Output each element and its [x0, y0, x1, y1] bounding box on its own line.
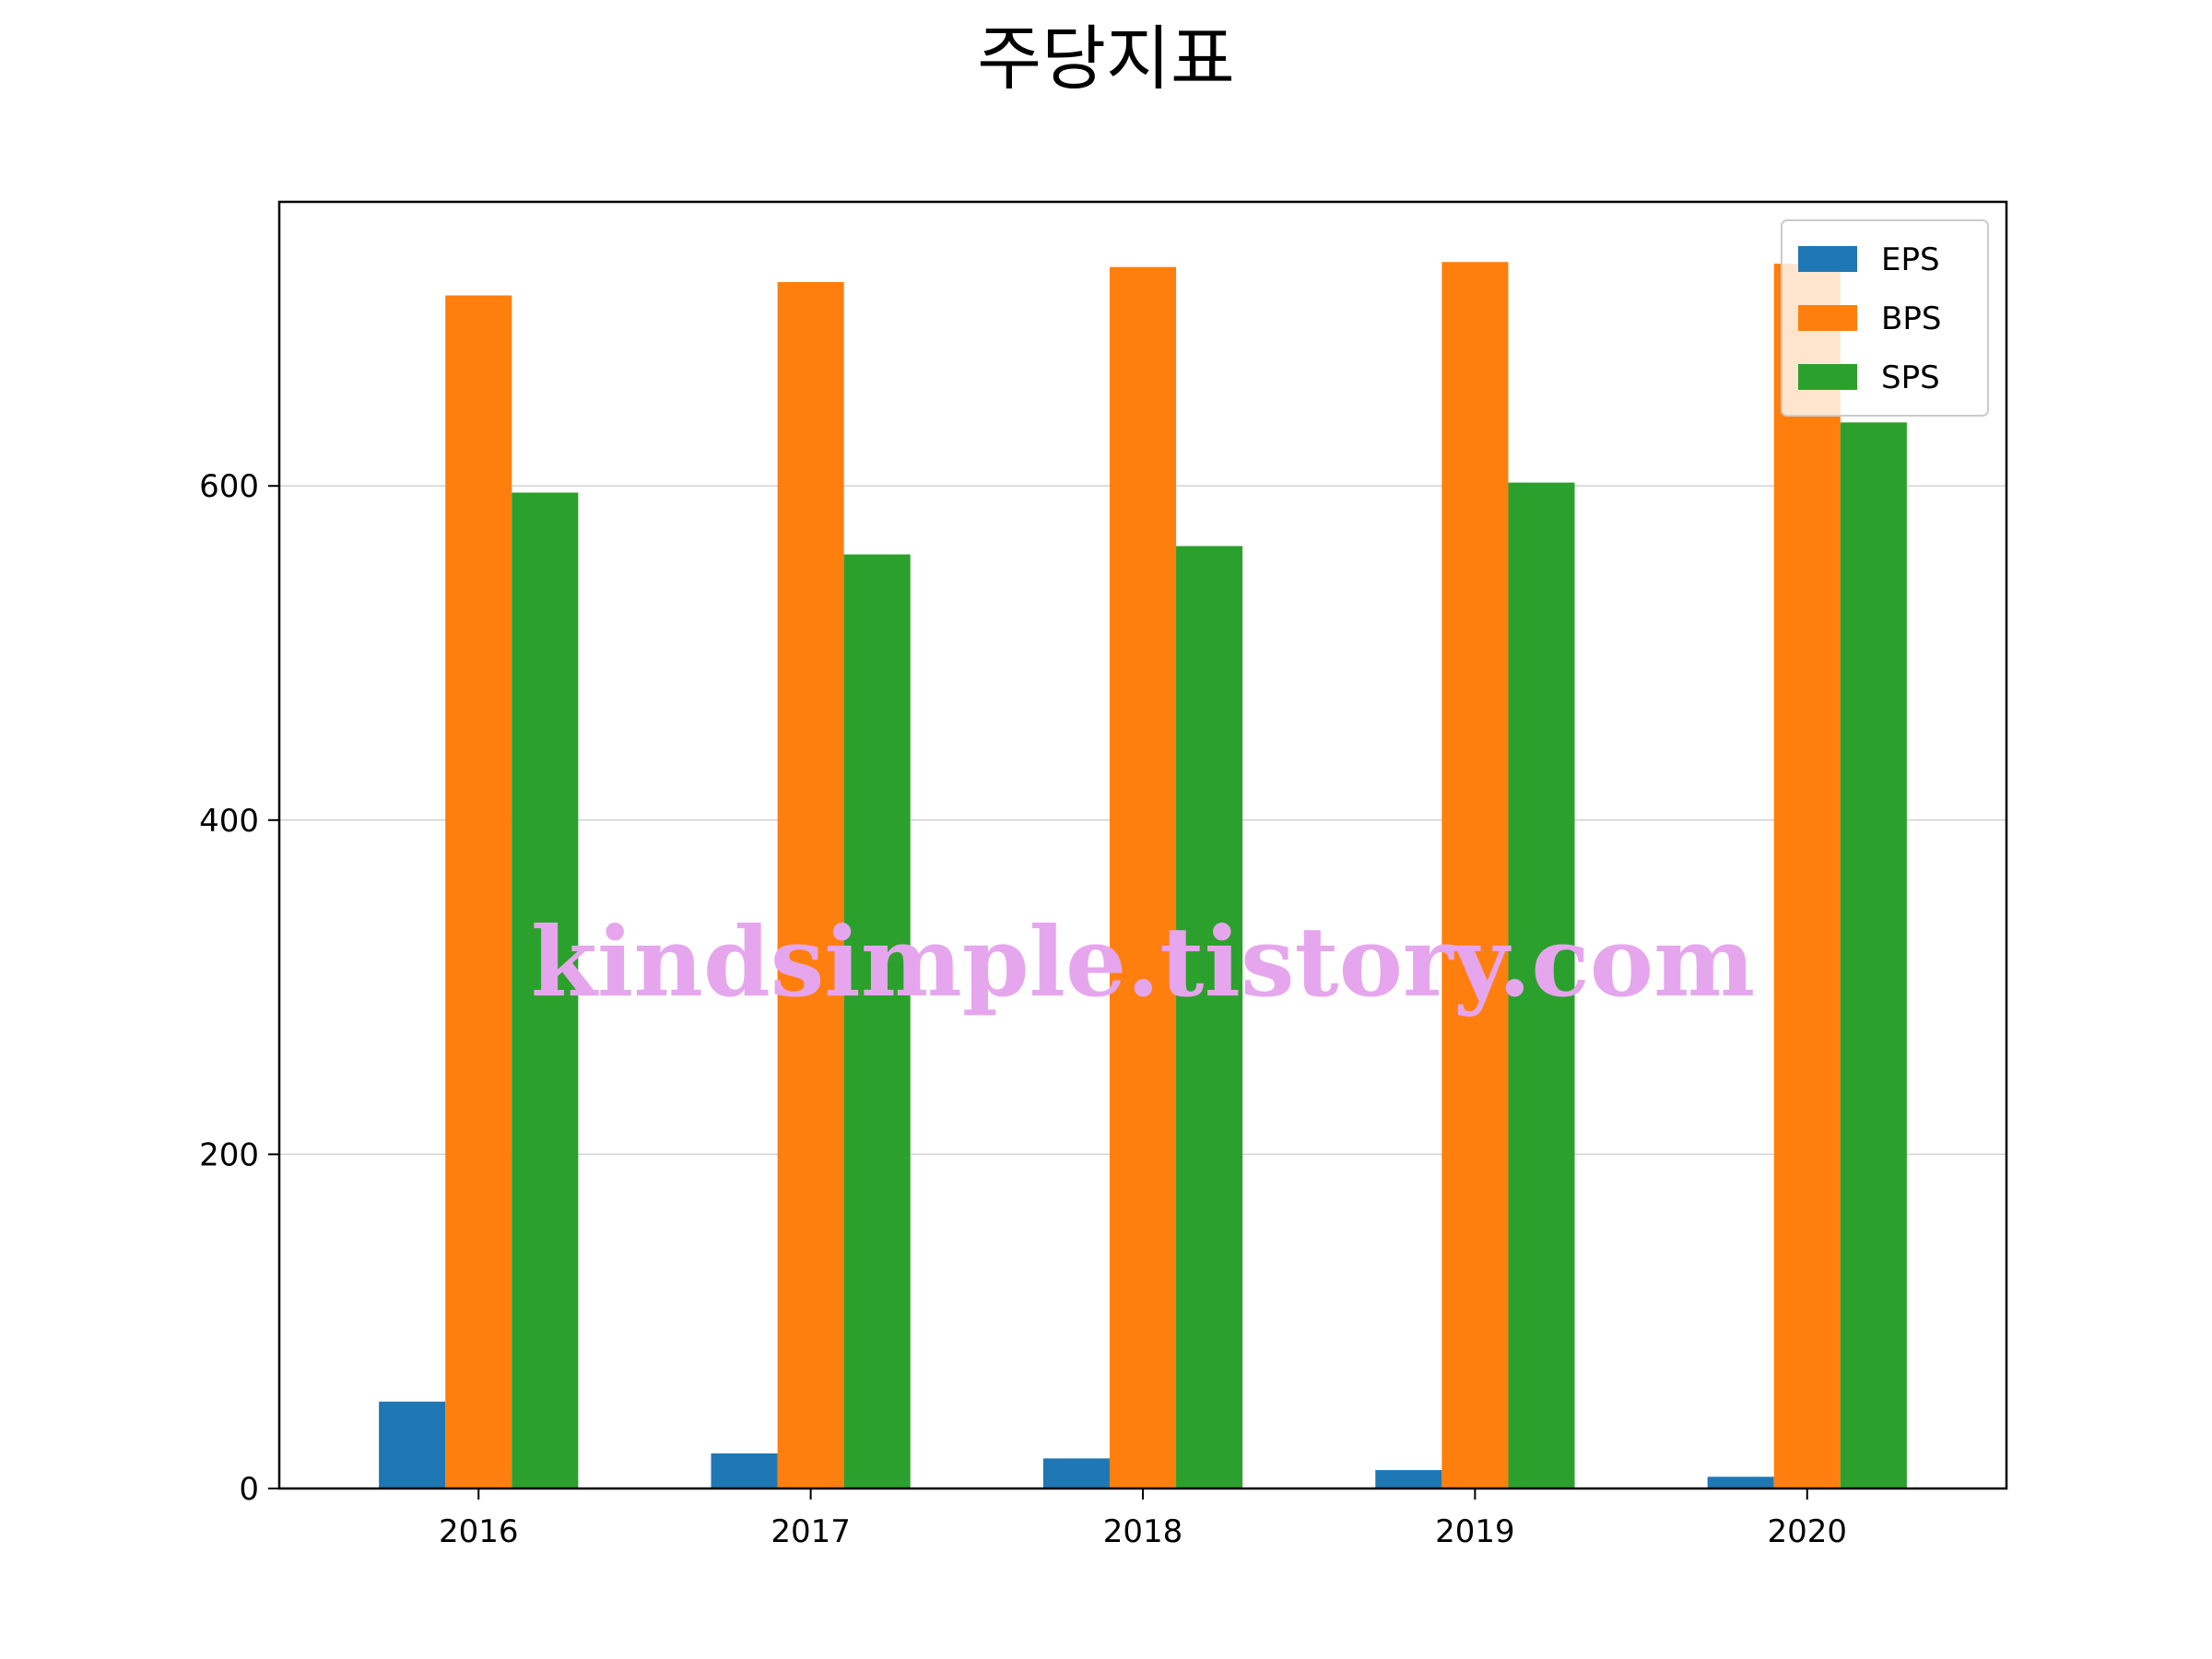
- legend-swatch-eps: [1798, 246, 1857, 272]
- bar-eps-2018: [1042, 1458, 1110, 1488]
- bar-sps-2020: [1840, 422, 1907, 1488]
- watermark-text: kindsimple.tistory.com: [531, 905, 1755, 1018]
- x-tick-label: 2020: [1768, 1513, 1848, 1550]
- legend-label-sps: SPS: [1881, 359, 1940, 396]
- chart-title: 주당지표: [977, 18, 1235, 100]
- x-tick-label: 2016: [439, 1513, 519, 1550]
- y-tick-label: 0: [239, 1471, 259, 1508]
- bar-eps-2017: [711, 1453, 778, 1488]
- legend: EPS BPS SPS: [1781, 219, 1989, 417]
- y-tick-label: 400: [199, 803, 259, 840]
- bar-bps-2016: [445, 295, 512, 1488]
- x-tick-label: 2019: [1435, 1513, 1515, 1550]
- bar-sps-2018: [1176, 546, 1243, 1488]
- bar-eps-2020: [1707, 1477, 1774, 1488]
- bar-eps-2016: [379, 1401, 446, 1488]
- legend-swatch-bps: [1798, 305, 1857, 331]
- bar-bps-2019: [1441, 262, 1509, 1488]
- bars: [379, 262, 1907, 1489]
- y-tick-label: 600: [199, 468, 259, 505]
- x-axis: 2016 2017 2018 2019 2020: [439, 1488, 1847, 1550]
- x-tick-label: 2017: [771, 1513, 851, 1550]
- bar-sps-2019: [1508, 482, 1575, 1489]
- bar-sps-2016: [512, 492, 579, 1488]
- legend-label-eps: EPS: [1881, 241, 1940, 278]
- bar-sps-2017: [843, 554, 911, 1488]
- bar-eps-2019: [1375, 1470, 1442, 1488]
- bar-bps-2020: [1773, 264, 1841, 1488]
- bar-bps-2018: [1109, 266, 1177, 1488]
- legend-swatch-sps: [1798, 364, 1857, 390]
- bar-bps-2017: [777, 282, 844, 1488]
- y-tick-label: 200: [199, 1136, 259, 1173]
- x-tick-label: 2018: [1103, 1513, 1183, 1550]
- legend-label-bps: BPS: [1881, 300, 1941, 337]
- y-axis: 0 200 400 600: [199, 468, 279, 1508]
